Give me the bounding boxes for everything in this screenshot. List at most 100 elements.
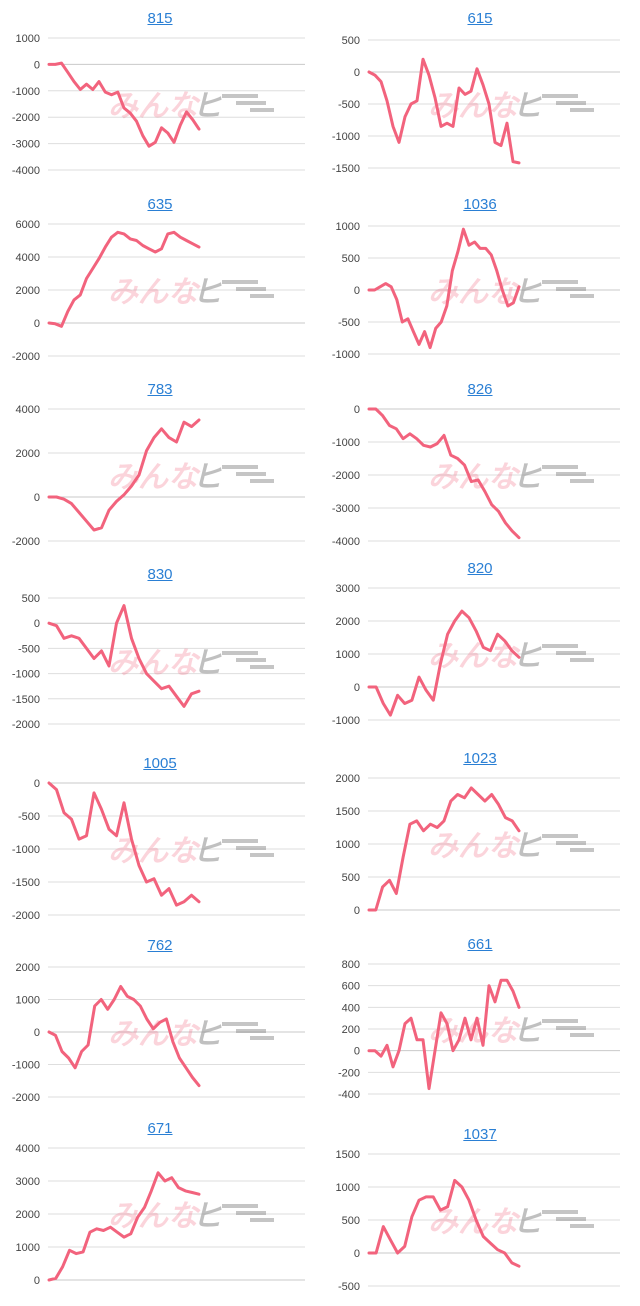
y-tick-label: -500	[18, 811, 40, 823]
watermark-logo: みんな	[428, 829, 521, 864]
watermark-logo: ヒ	[192, 460, 222, 495]
chart-title-link[interactable]: 830	[147, 566, 173, 583]
chart-panel: 800 600 400 200 0 -200 -400 みんなヒ 661	[320, 936, 640, 1116]
chart-title-link[interactable]: 815	[147, 10, 173, 27]
chart-title-link[interactable]: 1036	[463, 196, 497, 213]
watermark-logo	[236, 101, 266, 105]
chart-title-link[interactable]: 1037	[463, 1126, 497, 1143]
y-tick-label: 0	[354, 404, 360, 416]
y-tick-label: 1000	[16, 995, 40, 1007]
y-tick-label: 500	[22, 593, 40, 605]
watermark-logo	[250, 294, 274, 298]
watermark-logo: みんな	[108, 646, 201, 681]
watermark-logo	[250, 665, 274, 669]
chart-panel: 500 0 -500 -1000 -1500 みんなヒ 615	[320, 10, 640, 190]
y-tick-label: 0	[34, 778, 40, 790]
chart-title-link[interactable]: 661	[467, 936, 493, 953]
watermark-logo	[236, 287, 266, 291]
y-tick-label: -1000	[12, 86, 40, 98]
watermark-logo	[236, 658, 266, 662]
watermark-logo: ヒ	[512, 1205, 542, 1240]
chart-panel: 6000 4000 2000 0 -2000 みんなヒ 635	[0, 196, 320, 376]
watermark-logo	[570, 658, 594, 662]
y-tick-label: 4000	[16, 1143, 40, 1155]
y-tick-label: 0	[34, 59, 40, 71]
watermark-logo	[556, 287, 586, 291]
watermark-logo	[542, 1019, 578, 1023]
y-tick-label: 3000	[16, 1176, 40, 1188]
y-tick-label: -2000	[12, 112, 40, 124]
chart-panel: 1000 500 0 -500 -1000 みんなヒ 1036	[320, 196, 640, 376]
watermark-logo	[570, 479, 594, 483]
y-tick-label: 2000	[336, 773, 360, 785]
y-tick-label: -2000	[12, 910, 40, 922]
y-tick-label: -3000	[332, 503, 360, 515]
y-tick-label: 1000	[16, 33, 40, 45]
watermark-logo: ヒ	[192, 1199, 222, 1234]
watermark-logo: ヒ	[192, 89, 222, 124]
chart-panel: 2000 1000 0 -1000 -2000 みんなヒ 762	[0, 937, 320, 1117]
watermark-logo	[556, 651, 586, 655]
watermark-logo: ヒ	[512, 460, 542, 495]
chart-title-link[interactable]: 1005	[143, 755, 177, 772]
watermark-logo	[542, 644, 578, 648]
watermark-logo: みんな	[108, 834, 201, 869]
y-tick-label: 0	[354, 285, 360, 297]
series-line	[367, 1178, 521, 1268]
series-line	[367, 786, 521, 912]
watermark-logo	[556, 1026, 586, 1030]
watermark-logo	[556, 841, 586, 845]
watermark-logo	[222, 1022, 258, 1026]
chart-title-link[interactable]: 615	[467, 10, 493, 27]
chart-title-link[interactable]: 635	[147, 196, 173, 213]
chart-panel: 1500 1000 500 0 -500 みんなヒ 1037	[320, 1126, 640, 1306]
y-tick-label: 0	[354, 67, 360, 79]
y-tick-label: 0	[34, 1027, 40, 1039]
y-tick-label: -500	[338, 99, 360, 111]
chart-title-link[interactable]: 826	[467, 381, 493, 398]
watermark-logo	[250, 108, 274, 112]
chart-panel: 0 -1000 -2000 -3000 -4000 みんなヒ 826	[320, 381, 640, 561]
y-tick-label: -1500	[332, 163, 360, 175]
y-tick-label: 0	[34, 618, 40, 630]
series-line	[47, 230, 201, 328]
y-tick-label: -1000	[332, 131, 360, 143]
watermark-logo	[556, 101, 586, 105]
y-tick-label: 6000	[16, 219, 40, 231]
y-tick-label: 2000	[16, 285, 40, 297]
y-tick-label: -1000	[332, 715, 360, 727]
chart-title-link[interactable]: 820	[467, 560, 493, 577]
y-tick-label: 0	[34, 318, 40, 330]
y-tick-label: 2000	[16, 1209, 40, 1221]
y-tick-label: -2000	[12, 719, 40, 731]
chart-title-link[interactable]: 1023	[463, 750, 497, 767]
chart-panel: 3000 2000 1000 0 -1000 みんなヒ 820	[320, 560, 640, 740]
y-tick-label: -2000	[12, 1092, 40, 1104]
y-tick-label: 500	[342, 872, 360, 884]
watermark-logo	[222, 94, 258, 98]
watermark-logo	[250, 853, 274, 857]
y-tick-label: -2000	[332, 470, 360, 482]
y-tick-label: -2000	[12, 536, 40, 548]
y-tick-label: 0	[354, 1248, 360, 1260]
watermark-logo: ヒ	[512, 89, 542, 124]
watermark-logo	[570, 1224, 594, 1228]
chart-panel: 0 -500 -1000 -1500 -2000 みんなヒ 1005	[0, 755, 320, 935]
y-tick-label: 1000	[16, 1242, 40, 1254]
chart-panel: 4000 3000 2000 1000 0 みんなヒ 671	[0, 1120, 320, 1300]
y-tick-label: 2000	[336, 616, 360, 628]
watermark-logo	[222, 839, 258, 843]
y-tick-label: -500	[338, 317, 360, 329]
series-line	[47, 604, 201, 708]
chart-title-link[interactable]: 671	[147, 1120, 173, 1137]
watermark-logo	[556, 472, 586, 476]
chart-title-link[interactable]: 783	[147, 381, 173, 398]
y-tick-label: 1000	[336, 839, 360, 851]
chart-panel: 500 0 -500 -1000 -1500 -2000 みんなヒ 830	[0, 566, 320, 746]
y-tick-label: -1000	[332, 349, 360, 361]
chart-title-link[interactable]: 762	[147, 937, 173, 954]
